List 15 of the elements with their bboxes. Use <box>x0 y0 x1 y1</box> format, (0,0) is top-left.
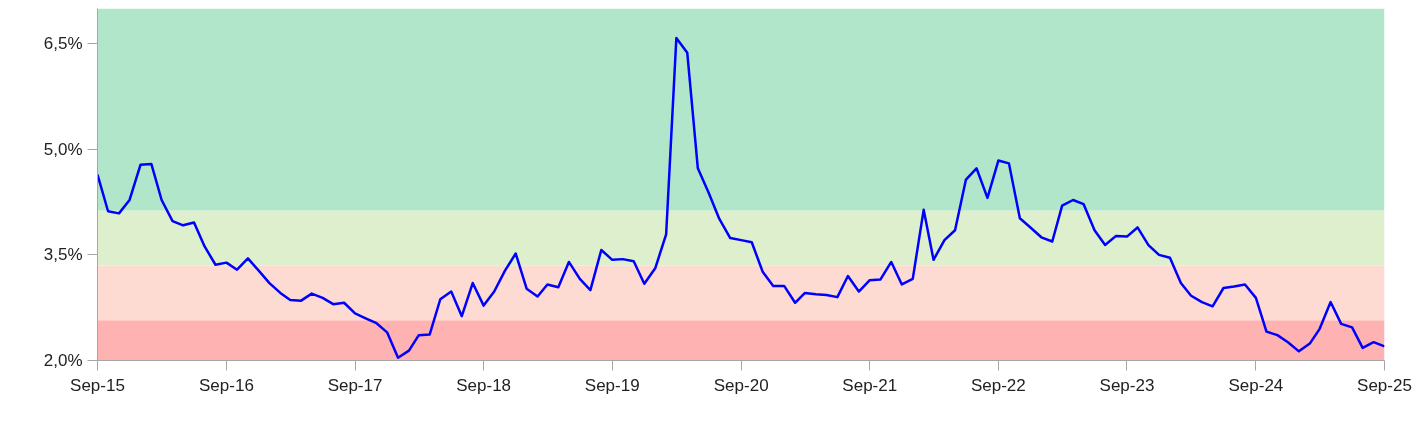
y-tick-label: 5,0% <box>43 139 83 159</box>
x-tick-label: Sep-25 <box>1357 375 1412 395</box>
x-tick-label: Sep-23 <box>1099 375 1155 395</box>
x-tick-label: Sep-24 <box>1228 375 1284 395</box>
x-tick-label: Sep-15 <box>70 375 125 395</box>
x-tick-label: Sep-22 <box>970 375 1026 395</box>
x-tick-label: Sep-19 <box>584 375 640 395</box>
x-tick-label: Sep-16 <box>199 375 254 395</box>
x-tick-label: Sep-17 <box>327 375 383 395</box>
x-tick-label: Sep-21 <box>842 375 898 395</box>
x-tick-label: Sep-18 <box>456 375 512 395</box>
y-tick-label: 3,5% <box>43 245 83 265</box>
y-tick-label: 2,0% <box>43 351 83 370</box>
y-tick-label: 6,5% <box>43 34 83 54</box>
x-tick-label: Sep-20 <box>713 375 769 395</box>
